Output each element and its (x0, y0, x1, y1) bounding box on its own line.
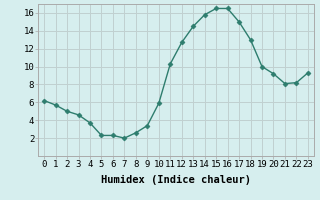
X-axis label: Humidex (Indice chaleur): Humidex (Indice chaleur) (101, 175, 251, 185)
